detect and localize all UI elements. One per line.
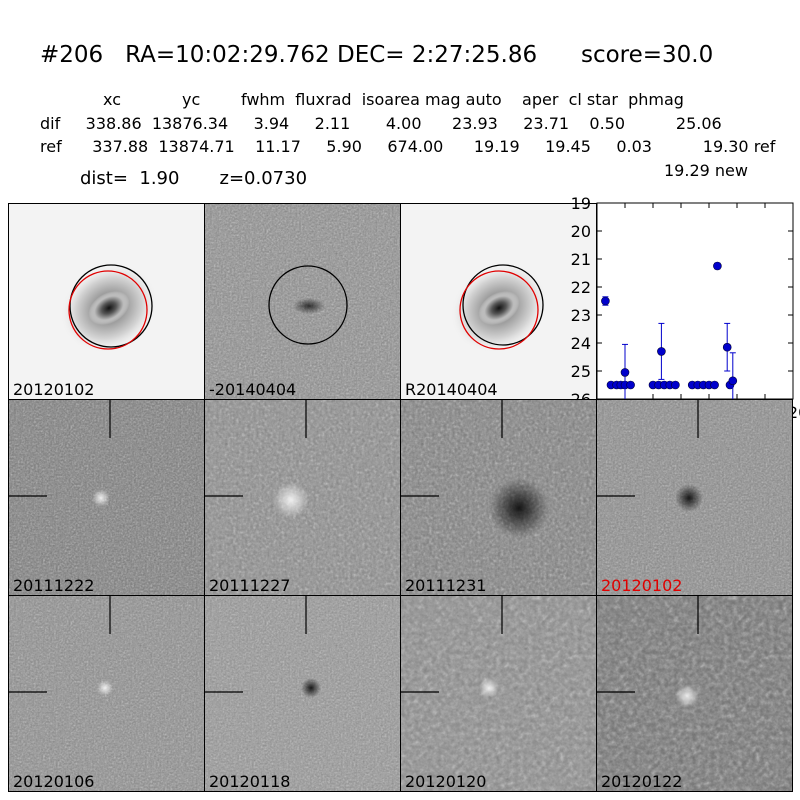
cutout-noise-image bbox=[205, 400, 400, 595]
black-aperture-circle bbox=[268, 265, 348, 345]
data-point bbox=[612, 380, 621, 390]
data-point bbox=[728, 376, 738, 386]
cutout-noise-image bbox=[9, 596, 204, 791]
cutout-panel: 20111227 bbox=[204, 399, 401, 596]
panel-label: 20120102 bbox=[601, 576, 683, 595]
data-point bbox=[710, 380, 719, 390]
black-aperture-circle bbox=[69, 264, 153, 348]
candidate-title: #206 RA=10:02:29.762 DEC= 2:27:25.86 sco… bbox=[40, 42, 714, 68]
data-point bbox=[657, 347, 666, 356]
cutout-panel: 20120102 bbox=[596, 399, 793, 596]
panel-label: 20120118 bbox=[209, 772, 291, 791]
data-point bbox=[693, 380, 703, 390]
panel-label: 20120102 bbox=[13, 380, 95, 399]
data-point bbox=[687, 380, 697, 390]
new-mag-row: 19.29 new bbox=[664, 161, 748, 180]
cutout-noise-image bbox=[401, 400, 596, 595]
columns-header-row: xc yc fwhm fluxrad isoarea mag auto aper… bbox=[103, 90, 684, 109]
data-point bbox=[671, 380, 680, 390]
data-point bbox=[620, 368, 630, 377]
data-point bbox=[713, 261, 722, 271]
cutout-noise-image bbox=[401, 596, 596, 791]
panel-label: 20111227 bbox=[209, 576, 291, 595]
cutout-panel: 20120120 bbox=[400, 595, 597, 792]
data-point bbox=[699, 380, 708, 390]
panel-label: 20120122 bbox=[601, 772, 683, 791]
black-aperture-circle bbox=[462, 264, 544, 346]
cutout-panel: 20111231 bbox=[400, 399, 597, 596]
ref-row: ref 337.88 13874.71 11.17 5.90 674.00 19… bbox=[40, 137, 776, 156]
cutout-noise-image bbox=[597, 596, 792, 791]
data-point bbox=[648, 380, 658, 390]
red-aperture-circle bbox=[68, 270, 148, 350]
dist-z-row: dist= 1.90 z=0.0730 bbox=[80, 168, 308, 189]
cutout-panel: 20120106 bbox=[8, 595, 205, 792]
panel-label: R20140404 bbox=[405, 380, 498, 399]
panel-label: -20140404 bbox=[209, 380, 297, 399]
data-point bbox=[722, 342, 732, 352]
panel-label: 20120120 bbox=[405, 772, 487, 791]
plot-frame bbox=[596, 202, 794, 400]
cutout-noise-image bbox=[205, 596, 400, 791]
cutout-panel: 20120118 bbox=[204, 595, 401, 792]
ref-image-panel: 20120102 bbox=[8, 203, 205, 400]
data-point bbox=[654, 380, 663, 390]
cutout-noise-image bbox=[597, 400, 792, 595]
data-point bbox=[725, 380, 735, 390]
cutout-panel: 20111222 bbox=[8, 399, 205, 596]
diff-image-panel: -20140404 bbox=[204, 203, 401, 400]
cutout-noise-image bbox=[9, 400, 204, 595]
new-galaxy-image bbox=[401, 204, 596, 399]
data-point bbox=[626, 380, 635, 390]
data-point bbox=[659, 380, 669, 390]
data-point bbox=[606, 380, 616, 390]
data-point bbox=[616, 380, 626, 390]
red-aperture-circle bbox=[459, 270, 539, 350]
panel-label: 20111231 bbox=[405, 576, 487, 595]
data-point bbox=[704, 380, 714, 390]
ref-galaxy-image bbox=[9, 204, 204, 399]
cutout-panel: 20120122 bbox=[596, 595, 793, 792]
panel-label: 20111222 bbox=[13, 576, 95, 595]
data-point bbox=[601, 296, 610, 306]
data-point bbox=[665, 380, 675, 390]
new-image-panel: R20140404 bbox=[400, 203, 597, 400]
dif-row: dif 338.86 13876.34 3.94 2.11 4.00 23.93… bbox=[40, 114, 722, 133]
panel-label: 20120106 bbox=[13, 772, 95, 791]
data-point bbox=[620, 380, 630, 390]
diff-noise-image bbox=[205, 204, 400, 399]
